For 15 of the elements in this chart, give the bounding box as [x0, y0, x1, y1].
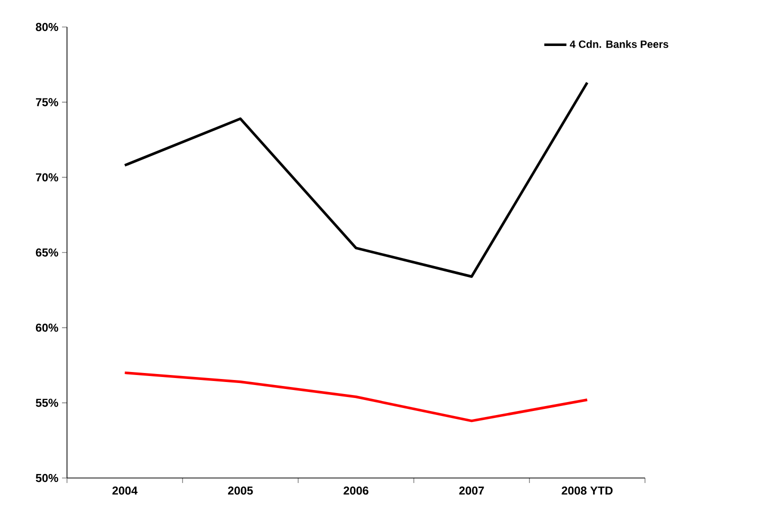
line-series: [124, 371, 589, 422]
y-tick-label: 50%: [36, 474, 58, 482]
y-tick-label: 70%: [36, 173, 58, 182]
legend-label: 4 Cdn. Banks Peers: [570, 40, 668, 48]
x-tick-label: 2007: [459, 486, 484, 495]
x-tick-label: 2004: [112, 486, 138, 495]
x-tick-label: 2008 YTD: [562, 486, 613, 495]
y-tick-label: 55%: [36, 398, 58, 407]
y-tick-label: 75%: [36, 98, 58, 106]
x-tick-label: 2005: [228, 486, 253, 495]
y-tick-label: 80%: [36, 22, 58, 32]
y-tick-label: 65%: [36, 248, 58, 257]
x-tick-label: 2006: [344, 486, 368, 495]
line-series: [124, 81, 589, 278]
y-tick-label: 60%: [36, 324, 58, 332]
